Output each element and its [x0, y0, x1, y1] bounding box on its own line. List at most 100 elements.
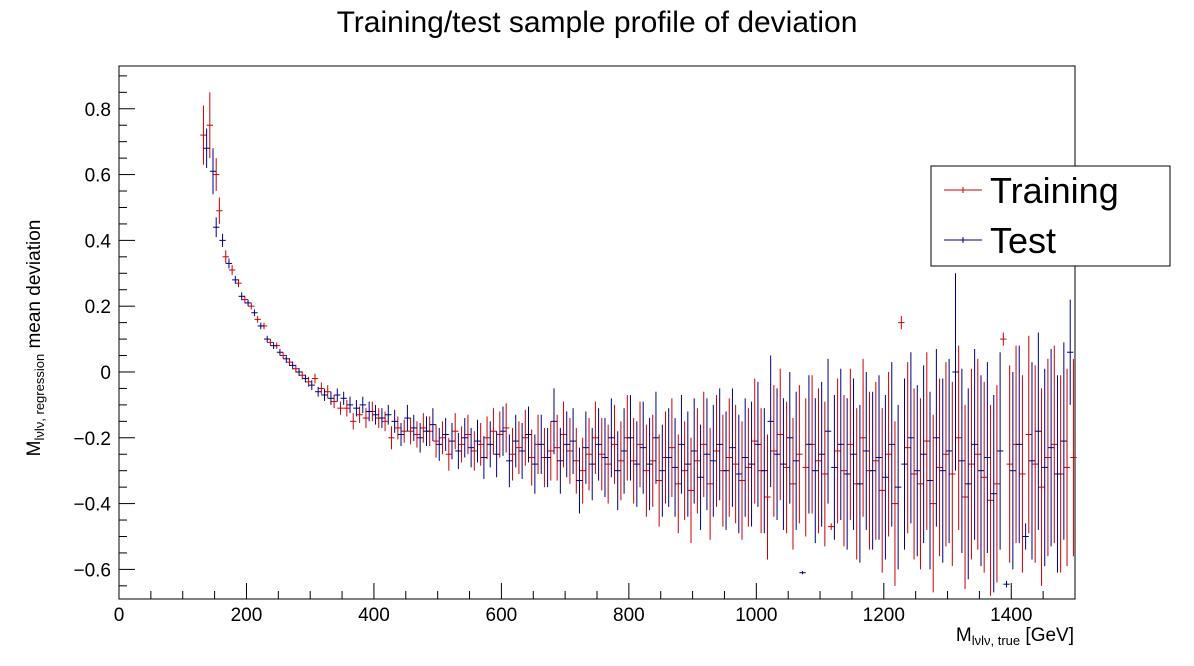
test-point	[308, 380, 315, 391]
training-point	[942, 362, 950, 547]
test-point	[289, 361, 296, 370]
test-point	[276, 348, 284, 356]
y-tick-label: 0.6	[85, 166, 111, 187]
test-point	[805, 375, 813, 514]
test-point	[691, 398, 698, 504]
legend-test-label: Test	[990, 220, 1056, 261]
training-point	[401, 419, 408, 443]
training-point	[726, 398, 733, 517]
test-point	[652, 391, 660, 484]
training-point	[502, 403, 510, 453]
training-point	[471, 431, 478, 471]
test-point	[722, 411, 730, 530]
test-point	[659, 424, 666, 517]
test-point	[1016, 345, 1023, 544]
training-point	[356, 406, 363, 423]
x-tick-label: 0	[114, 605, 125, 626]
training-point	[528, 429, 535, 486]
test-point	[397, 422, 405, 447]
test-point	[225, 258, 233, 269]
x-tick-label: 800	[613, 605, 645, 626]
x-axis-label: Mlνlν, true [GeV]	[956, 625, 1074, 648]
test-point	[1035, 332, 1042, 530]
test-point	[601, 418, 609, 498]
test-point	[538, 414, 545, 474]
chart-title: Training/test sample profile of deviatio…	[337, 6, 858, 39]
test-point	[232, 275, 239, 284]
test-point	[213, 217, 220, 238]
training-point	[1038, 388, 1045, 586]
test-point	[850, 378, 857, 530]
test-point	[754, 381, 762, 507]
training-point	[655, 434, 663, 527]
training-point	[206, 92, 214, 159]
test-point	[831, 395, 838, 540]
training-point	[213, 158, 220, 192]
test-point	[1067, 299, 1074, 405]
series-test	[203, 128, 1074, 593]
y-tick-label: 0	[100, 363, 111, 384]
test-point	[1003, 580, 1010, 588]
test-point	[965, 388, 972, 580]
test-point	[238, 292, 245, 301]
training-point	[840, 395, 848, 547]
x-tick-label: 400	[358, 605, 390, 626]
training-point	[1063, 368, 1071, 567]
test-point	[984, 362, 991, 553]
training-point	[891, 421, 899, 586]
test-point	[544, 427, 551, 488]
training-point	[585, 418, 593, 491]
test-point	[633, 421, 641, 507]
test-point	[920, 365, 927, 544]
test-point	[907, 352, 915, 524]
legend: Training Test	[930, 165, 1171, 267]
test-point	[990, 395, 997, 593]
test-point	[856, 404, 864, 563]
training-point	[388, 426, 395, 450]
test-point	[640, 401, 647, 494]
training-point	[770, 385, 778, 517]
test-point	[353, 399, 360, 417]
training-point	[898, 316, 905, 330]
test-point	[620, 408, 628, 494]
test-point	[365, 401, 373, 422]
training-point	[350, 413, 357, 430]
training-point	[630, 418, 637, 504]
test-point	[799, 571, 806, 575]
training-point	[751, 378, 758, 504]
test-point	[436, 427, 443, 461]
test-point	[608, 398, 615, 478]
training-point	[687, 437, 695, 544]
test-point	[716, 388, 723, 501]
test-point	[678, 395, 685, 494]
test-point	[710, 404, 717, 517]
test-point	[901, 378, 908, 550]
training-point	[636, 401, 644, 488]
training-point	[783, 401, 790, 534]
training-point	[700, 391, 707, 498]
test-point	[340, 391, 347, 405]
training-point	[955, 345, 962, 530]
test-point	[359, 396, 366, 414]
y-axis: −0.6 −0.4 −0.2 0 0.2 0.4 0.6 0.8	[73, 75, 135, 587]
test-point	[729, 388, 736, 507]
test-point	[461, 418, 468, 458]
x-tick-label: 200	[231, 605, 263, 626]
test-point	[327, 391, 335, 405]
training-point	[732, 404, 739, 524]
test-point	[531, 434, 539, 494]
test-point	[493, 431, 500, 478]
training-point	[509, 427, 516, 481]
test-point	[506, 434, 513, 488]
training-point	[330, 395, 338, 409]
test-point	[283, 354, 290, 363]
y-tick-label: 0.4	[85, 231, 112, 252]
test-point	[627, 395, 634, 481]
training-point	[974, 358, 981, 550]
test-point	[563, 411, 570, 478]
test-point	[665, 408, 672, 507]
training-point	[235, 279, 242, 288]
test-point	[996, 352, 1004, 550]
test-point	[671, 418, 679, 517]
training-point	[611, 404, 618, 484]
